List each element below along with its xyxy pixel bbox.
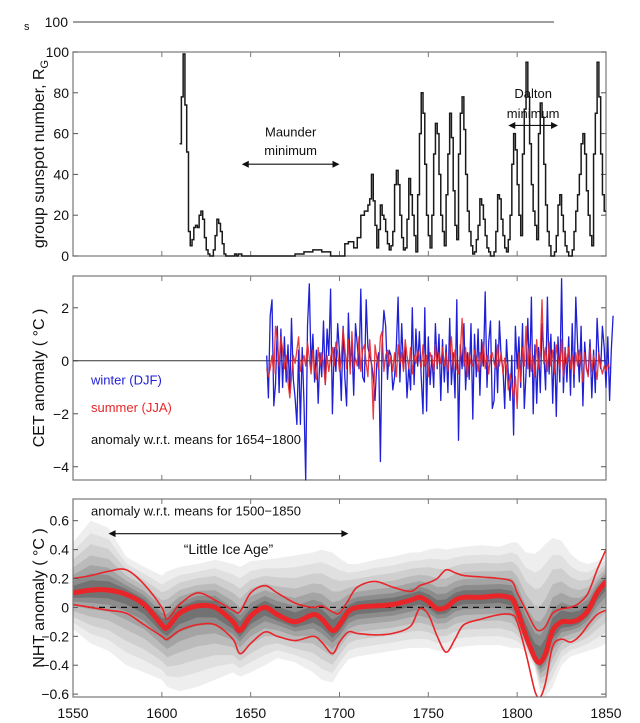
- dalton-label: minimum: [507, 106, 560, 121]
- maunder-arrow-head-left: [241, 160, 249, 168]
- top-strip: 100 s: [24, 14, 554, 33]
- cet-panel: −4 −2 0 2 CET anomaly ( °C ) winter (DJF) summ…: [31, 275, 614, 481]
- nht-baseline-note: anomaly w.r.t. means for 1500−1850: [91, 504, 301, 519]
- y-tick-label: 20: [53, 207, 69, 223]
- y-tick-label: 40: [53, 166, 69, 182]
- top-strip-tick-label: 100: [45, 14, 69, 30]
- x-tick-label: 1650: [235, 705, 266, 721]
- y-tick-label: 0.4: [50, 542, 70, 558]
- y-tick-label: −4: [53, 459, 69, 475]
- y-tick-label: 100: [46, 44, 70, 60]
- x-tick-label: 1700: [324, 705, 355, 721]
- lower-bound-line: [73, 603, 606, 697]
- x-tick-label: 1550: [57, 705, 88, 721]
- x-tick-label: 1600: [146, 705, 177, 721]
- y-tick-label: 80: [53, 85, 69, 101]
- y-tick-label: 0.6: [50, 513, 70, 529]
- dalton-label: Dalton: [514, 86, 552, 101]
- cet-baseline-note: anomaly w.r.t. means for 1654−1800: [91, 432, 301, 447]
- y-tick-label: −0.6: [41, 686, 69, 702]
- maunder-label: Maunder: [265, 125, 317, 140]
- y-tick-label: 60: [53, 126, 69, 142]
- y-axis-label-subscript: G: [39, 60, 51, 69]
- ensemble-shading: [73, 520, 606, 697]
- y-tick-label: 0: [61, 248, 69, 264]
- y-tick-label: 2: [61, 300, 69, 316]
- y-tick-label: 0: [61, 599, 69, 615]
- y-tick-label: −0.4: [41, 657, 69, 673]
- dalton-arrow-head-left: [508, 121, 516, 129]
- little-ice-age-arrow-head-left: [108, 530, 116, 538]
- nht-lines: [73, 549, 606, 697]
- x-tick-label: 1750: [413, 705, 444, 721]
- sunspot-series-line: [179, 53, 606, 257]
- x-tick-label: 1800: [502, 705, 533, 721]
- median-line: [73, 579, 606, 666]
- y-axis-label: NHT anomaly ( °C ): [31, 528, 48, 667]
- x-axis-tick-labels: 1550 1600 1650 1700 1750 1800 1850: [57, 705, 621, 721]
- legend-winter: winter (DJF): [90, 372, 162, 387]
- y-tick-label: 0: [61, 353, 69, 369]
- y-tick-label: 0.2: [50, 570, 70, 586]
- y-axis-label: CET anomaly ( °C ): [31, 309, 48, 448]
- legend-summer: summer (JJA): [91, 400, 172, 415]
- maunder-arrow-head-right: [332, 160, 340, 168]
- upper-bound-line: [73, 549, 606, 632]
- maunder-label: minimum: [264, 143, 317, 158]
- y-tick-label: −0.2: [41, 628, 69, 644]
- y-axis-label: group sunspot number, RG: [31, 60, 51, 248]
- little-ice-age-arrow-head-right: [341, 530, 349, 538]
- little-ice-age-label: “Little Ice Age”: [184, 541, 274, 557]
- x-tick-label: 1850: [590, 705, 621, 721]
- y-tick-label: −2: [53, 406, 69, 422]
- dalton-arrow-head-right: [551, 121, 559, 129]
- winter-series-line: [266, 277, 614, 481]
- summer-series-line: [266, 299, 611, 420]
- top-strip-cut-ylabel: s: [24, 21, 30, 33]
